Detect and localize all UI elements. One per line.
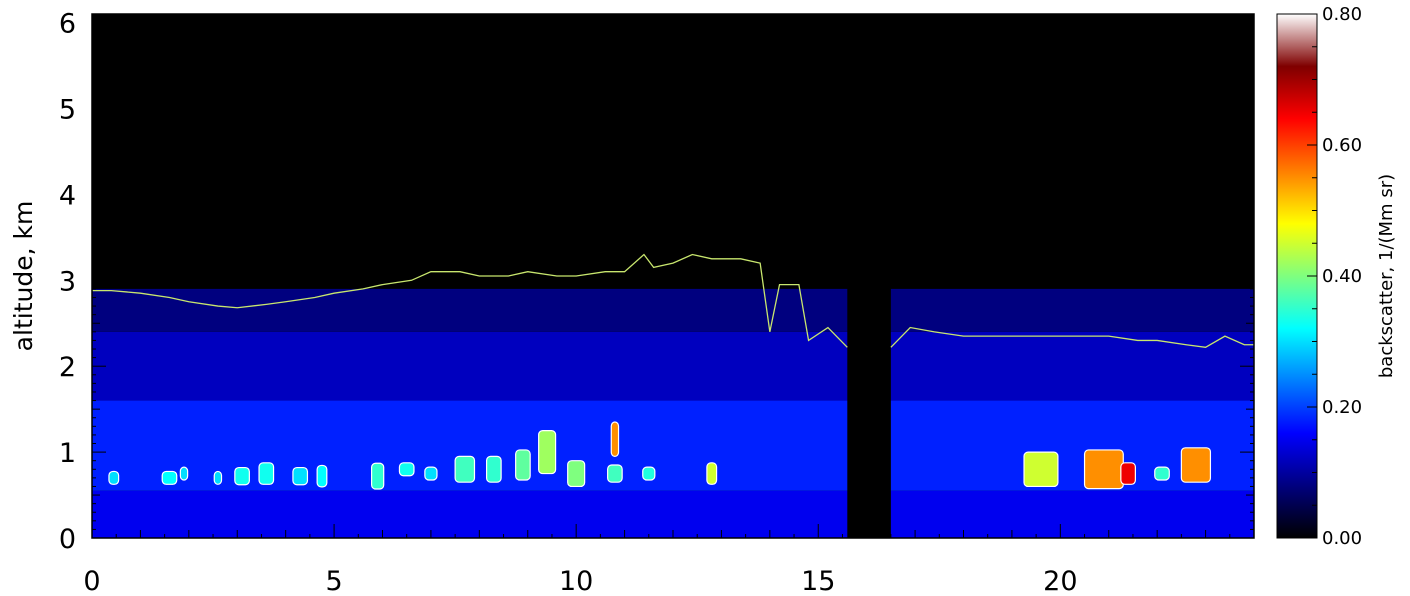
cloud-cell: [1120, 462, 1136, 485]
layer-band: [92, 331, 1254, 401]
cloud-top-line: [92, 253, 848, 348]
x-tick-label: 0: [83, 566, 100, 596]
colorbar-tick-label: 0.00: [1322, 528, 1362, 549]
colorbar: 0.00 0.20 0.40 0.60 0.80 backscatter, 1/(Mm …: [1276, 4, 1397, 549]
y-axis: 0 1 2 3 4 5 6: [59, 9, 1254, 555]
cloud-cell: [1083, 449, 1124, 490]
cloud-cell: [706, 462, 718, 485]
y-tick-label: 4: [59, 180, 76, 211]
cloud-cell: [485, 455, 502, 483]
data-gap-column: [847, 14, 891, 538]
cloud-cell: [538, 430, 557, 475]
cloud-cell: [108, 470, 120, 485]
cloud-cell: [213, 470, 223, 485]
y-tick-label: 0: [59, 524, 76, 555]
colorbar-ticks: 0.00 0.20 0.40 0.60 0.80: [1307, 4, 1362, 549]
layer-band: [92, 288, 1254, 332]
cloud-cell: [1023, 451, 1059, 488]
y-axis-label: altitude, km: [9, 201, 38, 352]
cloud-cell: [1154, 466, 1170, 481]
aerosol-layers: [92, 288, 1254, 538]
y-tick-label: 6: [59, 9, 76, 40]
cloud-cell: [258, 462, 275, 485]
colorbar-tick-label: 0.80: [1322, 4, 1362, 25]
cloud-top-line: [890, 326, 1254, 348]
colorbar-label: backscatter, 1/(Mm sr): [1376, 174, 1397, 378]
layer-band: [92, 400, 1254, 491]
x-tick-label: 5: [325, 566, 342, 596]
x-tick-label: 10: [559, 566, 593, 596]
plot-area: [92, 14, 1254, 538]
colorbar-tick-label: 0.40: [1322, 266, 1362, 287]
cloud-cell: [234, 466, 250, 486]
x-tick-label: 15: [801, 566, 835, 596]
cloud-cell: [179, 466, 189, 481]
cloud-cell: [515, 449, 531, 481]
y-tick-label: 3: [59, 266, 76, 297]
y-tick-label: 5: [59, 94, 76, 125]
cloud-cell: [292, 466, 309, 486]
cloud-cell: [1180, 447, 1212, 483]
cloud-cell: [454, 455, 476, 483]
cloud-cells: [108, 421, 1212, 490]
y-tick-label: 1: [59, 438, 76, 469]
colorbar-tick-label: 0.20: [1322, 397, 1362, 418]
colorbar-tick-label: 0.60: [1322, 135, 1362, 156]
cloud-cell: [161, 470, 178, 485]
cloud-cell: [424, 466, 438, 481]
x-tick-label: 20: [1043, 566, 1077, 596]
cloud-cell: [398, 462, 415, 477]
cloud-cell: [567, 460, 586, 488]
cloud-top-lines: [92, 253, 1254, 348]
x-axis: 0 5 10 15 20: [83, 14, 1255, 596]
data-gap: [847, 14, 891, 538]
cloud-cell: [610, 421, 620, 457]
cloud-cell: [607, 464, 623, 483]
y-tick-label: 2: [59, 352, 76, 383]
cloud-cell: [316, 464, 328, 488]
cloud-cell: [371, 462, 385, 490]
cloud-cell: [642, 466, 656, 481]
